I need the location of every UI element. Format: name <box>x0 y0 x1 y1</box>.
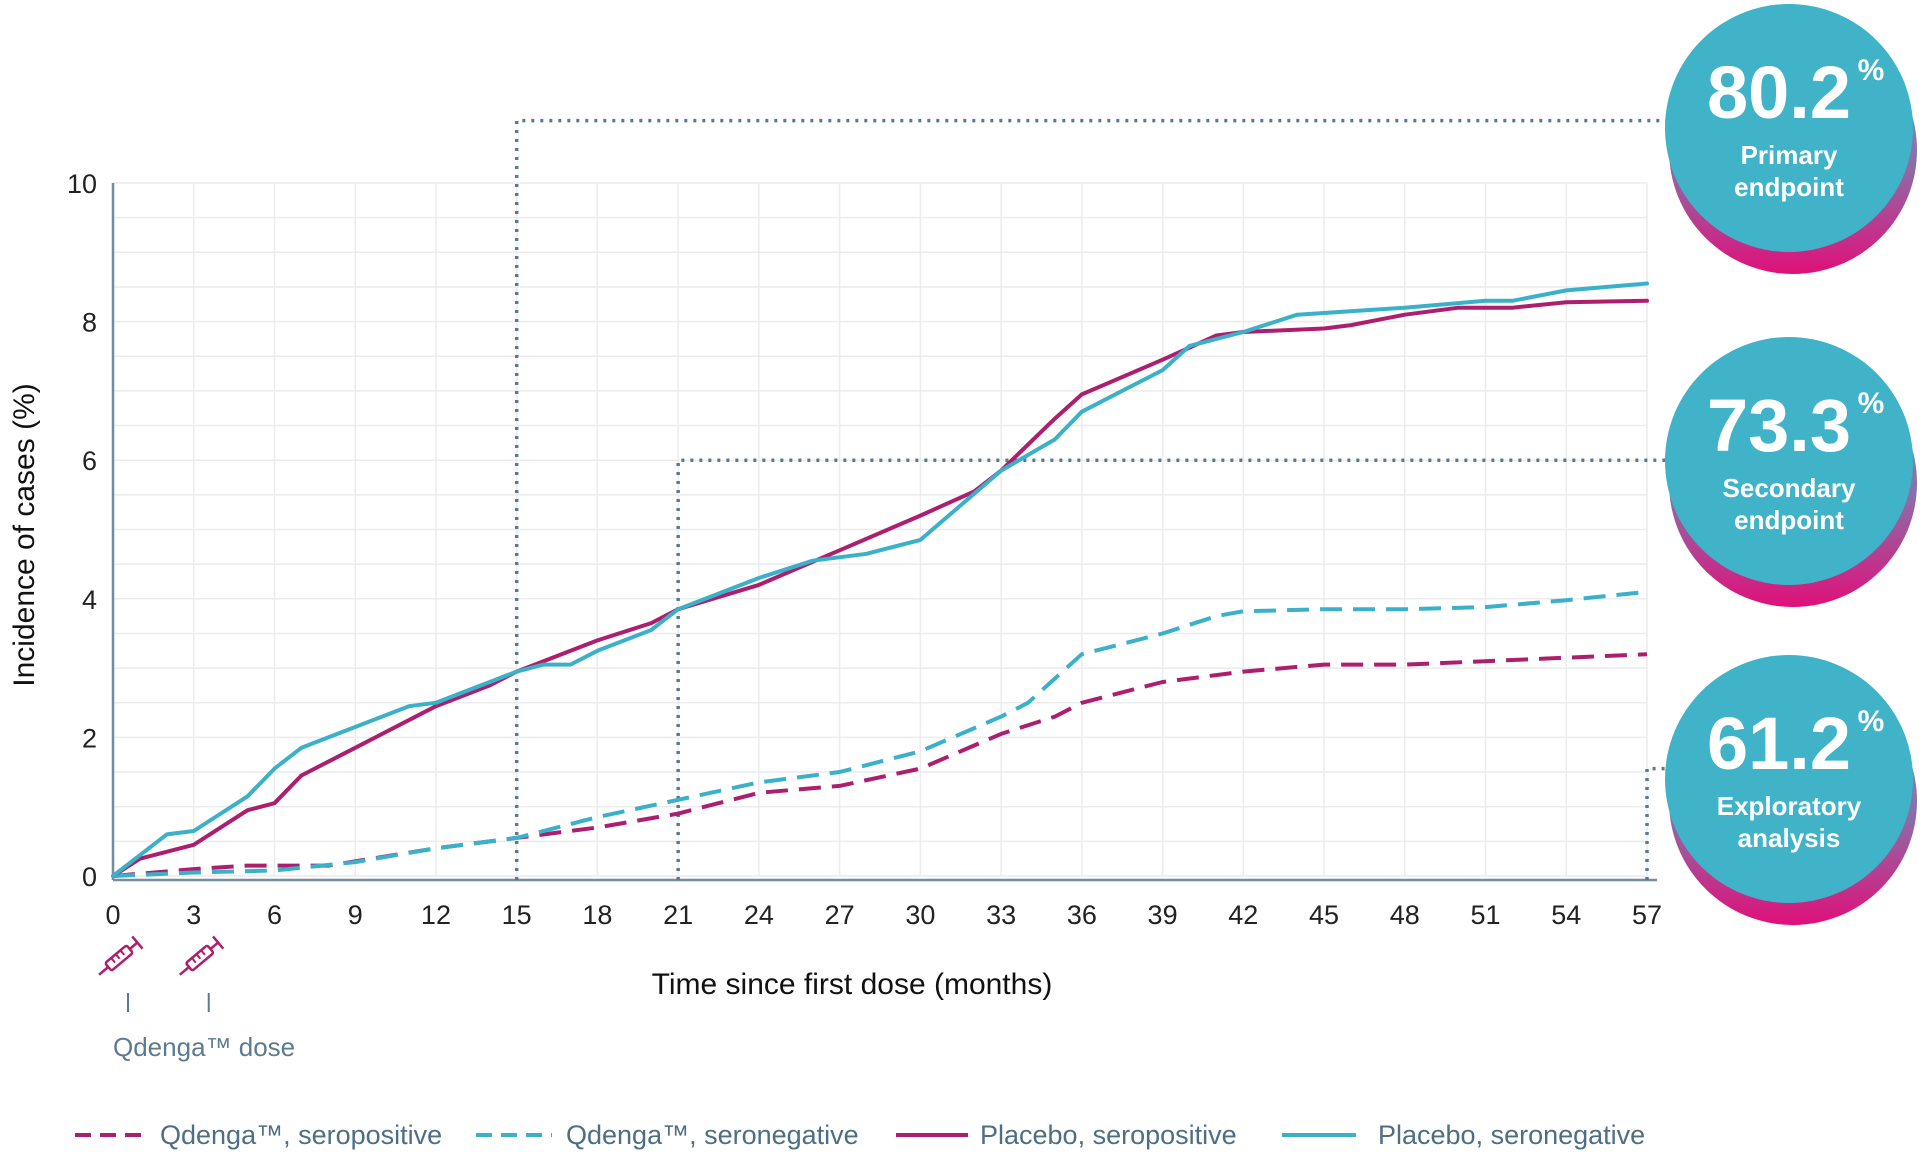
y-tick-label: 2 <box>82 723 97 753</box>
x-tick-label: 30 <box>905 900 935 930</box>
x-tick-label: 54 <box>1551 900 1581 930</box>
badge-label-line1: Secondary <box>1723 473 1856 503</box>
syringe-icon <box>179 935 225 976</box>
y-tick-label: 6 <box>82 446 97 476</box>
series-line <box>112 589 1648 878</box>
series-line <box>112 652 1648 878</box>
x-tick-label: 21 <box>663 900 693 930</box>
axes <box>111 183 1657 882</box>
x-tick-label: 12 <box>421 900 451 930</box>
x-tick-label: 57 <box>1632 900 1662 930</box>
x-tick-label: 0 <box>105 900 120 930</box>
badge-label-line2: analysis <box>1738 823 1841 853</box>
x-tick-label: 51 <box>1471 900 1501 930</box>
syringe-mark <box>195 953 202 960</box>
y-tick-label: 0 <box>82 862 97 892</box>
reference-line <box>1645 766 1669 880</box>
y-tick-label: 10 <box>67 169 97 199</box>
badge-unit: % <box>1858 54 1885 87</box>
x-tick-label: 24 <box>744 900 774 930</box>
syringe-handle <box>212 935 225 950</box>
dose-markers <box>98 935 225 1012</box>
y-tick-labels: 0 2 4 6 8 10 <box>67 169 97 892</box>
badge-value: 73.3 <box>1707 384 1851 467</box>
x-tick-label: 33 <box>986 900 1016 930</box>
y-tick-label: 8 <box>82 308 97 338</box>
x-tick-label: 42 <box>1228 900 1258 930</box>
legend: Qdenga™, seropositive Qdenga™, seronegati… <box>75 1120 1645 1150</box>
grid <box>112 182 1648 877</box>
syringe-plunger <box>128 941 139 950</box>
badge-value: 61.2 <box>1707 702 1851 785</box>
syringe-mark <box>110 957 116 964</box>
y-axis-title: Incidence of cases (%) <box>8 383 41 686</box>
x-tick-label: 48 <box>1390 900 1420 930</box>
syringe-icon <box>98 935 144 976</box>
syringe-handle <box>131 935 144 950</box>
syringe-mark <box>119 949 126 956</box>
x-tick-label: 39 <box>1148 900 1178 930</box>
badge-circle <box>1665 337 1913 585</box>
syringe-needle <box>98 966 110 976</box>
dose-label: Qdenga™ dose <box>113 1032 295 1062</box>
x-tick-label: 9 <box>348 900 363 930</box>
endpoint-reference-lines <box>514 118 1670 880</box>
syringe-plunger <box>209 941 219 950</box>
legend-item: Qdenga™, seropositive <box>75 1120 442 1150</box>
legend-label: Qdenga™, seronegative <box>566 1120 859 1150</box>
legend-item: Placebo, seropositive <box>896 1120 1237 1150</box>
badge-label-line2: endpoint <box>1734 172 1844 202</box>
syringe-needle <box>179 966 190 976</box>
badge-label-line2: endpoint <box>1734 505 1844 535</box>
legend-label: Placebo, seronegative <box>1378 1120 1645 1150</box>
legend-item: Qdenga™, seronegative <box>476 1120 859 1150</box>
reference-line <box>514 118 1670 880</box>
badge-label-line1: Primary <box>1741 140 1838 170</box>
x-tick-label: 27 <box>825 900 855 930</box>
series-lines <box>111 281 1649 878</box>
x-tick-label: 15 <box>502 900 532 930</box>
badge-unit: % <box>1858 387 1885 420</box>
reference-line <box>676 458 1670 880</box>
x-tick-label: 3 <box>186 900 201 930</box>
series-line <box>111 281 1649 878</box>
x-tick-labels: 0 3 6 9 12 15 18 21 24 27 30 33 36 39 42 45 48 51 54 57 <box>105 900 1662 930</box>
x-tick-label: 45 <box>1309 900 1339 930</box>
syringe-mark <box>200 949 206 956</box>
badge-unit: % <box>1858 705 1885 738</box>
x-axis-title: Time since first dose (months) <box>652 968 1053 1001</box>
x-tick-label: 6 <box>267 900 282 930</box>
x-tick-label: 36 <box>1067 900 1097 930</box>
badge-circle <box>1665 4 1913 252</box>
legend-label: Qdenga™, seropositive <box>160 1120 442 1150</box>
x-tick-label: 18 <box>582 900 612 930</box>
legend-item: Placebo, seronegative <box>1282 1120 1645 1150</box>
badge-label-line1: Exploratory <box>1717 791 1862 821</box>
syringe-mark <box>191 957 197 964</box>
series-line <box>111 298 1649 878</box>
legend-label: Placebo, seropositive <box>980 1120 1237 1150</box>
badge-value: 80.2 <box>1707 51 1851 134</box>
y-tick-label: 4 <box>82 585 97 615</box>
badge-circle <box>1665 655 1913 903</box>
syringe-mark <box>115 953 121 960</box>
